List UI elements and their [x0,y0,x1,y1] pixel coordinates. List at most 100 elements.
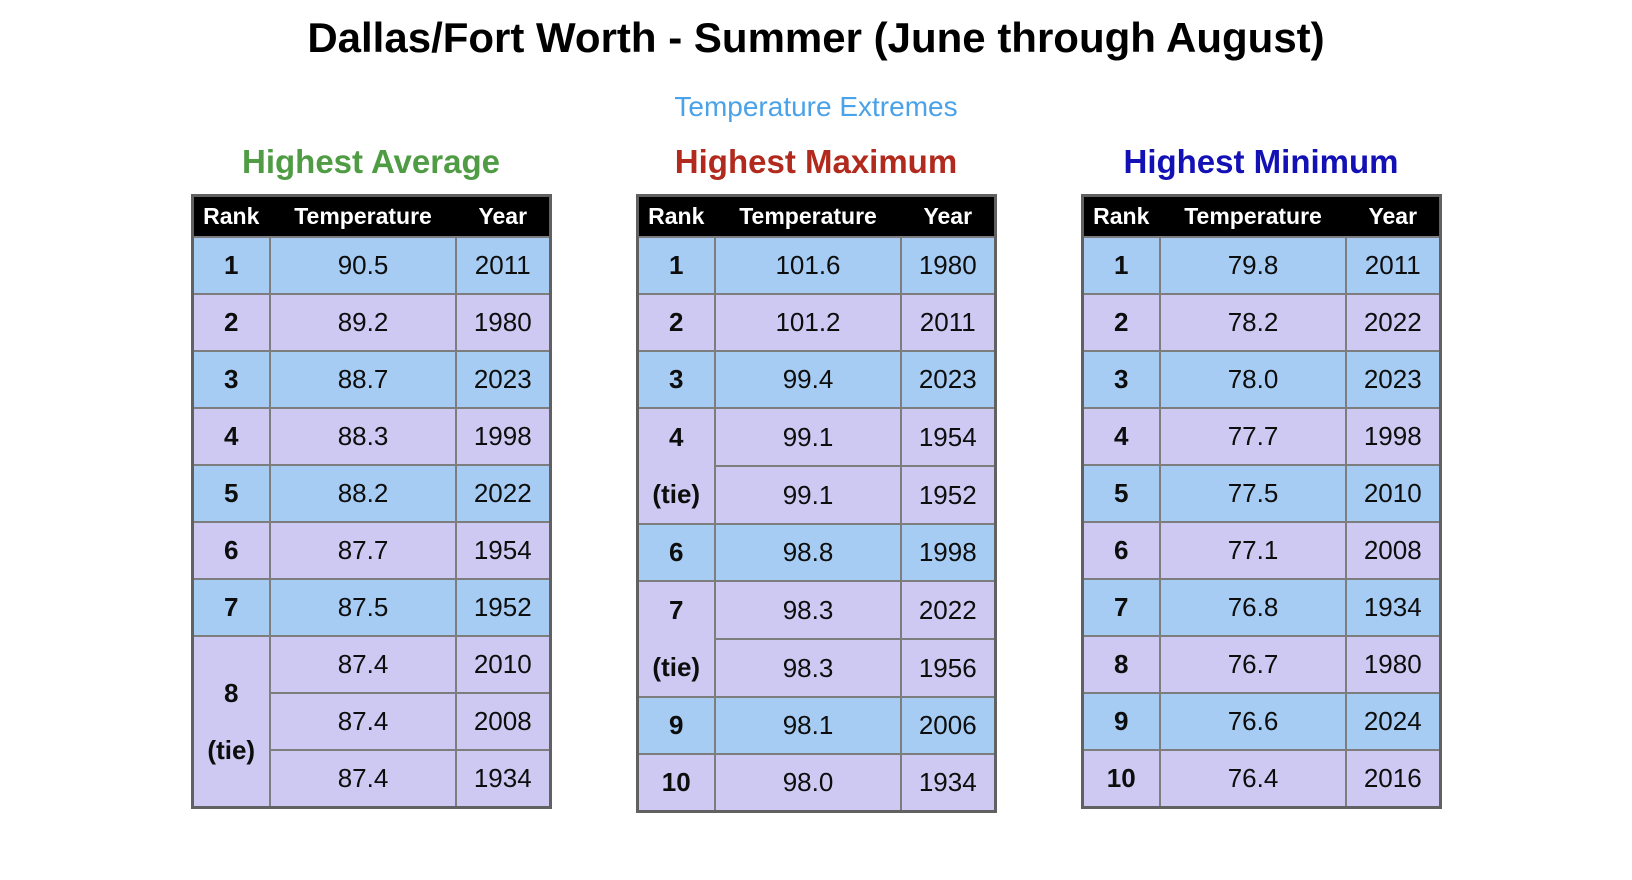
year-cell: 1998 [900,523,996,583]
year-cell: 1980 [455,293,551,353]
temp-cell: 99.4 [714,350,902,410]
table-row: 4 88.3 1998 [191,407,551,467]
table-row: 98.3 1956 [637,638,996,699]
rank-cell: 7 [191,578,271,638]
year-cell: 2022 [1345,293,1441,353]
tie-label: (tie) [652,479,701,510]
table-row: 3 78.0 2023 [1081,350,1441,410]
year-cell: 2011 [1345,236,1441,296]
rank-cell: 2 [636,293,716,353]
temp-cell: 99.1 [714,407,902,468]
table-row: 1 90.5 2011 [191,236,551,296]
temp-cell: 98.1 [714,696,902,756]
table-row: 3 88.7 2023 [191,350,551,410]
table-group-highest-maximum: Highest Maximum Rank Temperature Year 1 … [635,143,997,814]
records-table-highest-minimum: Rank Temperature Year 1 79.8 2011 2 78.2… [1080,194,1442,810]
table-row: 4 77.7 1998 [1081,407,1441,467]
table-row: 2 89.2 1980 [191,293,551,353]
temp-cell: 88.2 [269,464,457,524]
year-cell: 1956 [900,638,996,699]
column-header-rank: Rank [1081,194,1161,239]
tie-rank-cell: 7 (tie) [636,580,716,699]
table-row: 6 77.1 2008 [1081,521,1441,581]
table-row: 10 98.0 1934 [636,753,996,813]
table-row: 87.4 2008 [192,692,551,752]
temp-cell: 98.0 [714,753,902,813]
year-cell: 2011 [900,293,996,353]
temp-cell: 98.8 [714,523,902,583]
table-row: 8 (tie) 87.4 2010 [191,635,551,809]
column-header-temperature: Temperature [714,194,902,239]
table-row: 99.1 1952 [637,465,996,526]
rank-cell: 10 [1081,749,1161,809]
temp-cell: 87.4 [269,749,457,809]
table-row: 3 99.4 2023 [636,350,996,410]
table-group-highest-average: Highest Average Rank Temperature Year 1 … [190,143,552,810]
year-cell: 2010 [455,635,551,695]
rank-cell: 9 [636,696,716,756]
temp-cell: 76.4 [1159,749,1347,809]
table-row: 9 76.6 2024 [1081,692,1441,752]
rank-cell: 2 [191,293,271,353]
tie-rank-number: 4 [669,422,684,453]
temp-cell: 76.7 [1159,635,1347,695]
table-row: 6 87.7 1954 [191,521,551,581]
rank-cell: 10 [636,753,716,813]
table-row: 6 98.8 1998 [636,523,996,583]
temp-cell: 87.4 [269,635,457,695]
rank-cell: 3 [1081,350,1161,410]
year-cell: 1934 [900,753,996,813]
temp-cell: 77.7 [1159,407,1347,467]
year-cell: 2016 [1345,749,1441,809]
rank-cell: 3 [636,350,716,410]
year-cell: 2022 [900,580,996,641]
table-row: 2 101.2 2011 [636,293,996,353]
year-cell: 2011 [455,236,551,296]
temp-cell: 98.3 [714,638,902,699]
table-row: 1 79.8 2011 [1081,236,1441,296]
temp-cell: 76.8 [1159,578,1347,638]
temp-cell: 77.5 [1159,464,1347,524]
table-row: 5 77.5 2010 [1081,464,1441,524]
header-row: Rank Temperature Year [636,194,996,239]
temp-cell: 76.6 [1159,692,1347,752]
rank-cell: 6 [636,523,716,583]
year-cell: 2022 [455,464,551,524]
rank-cell: 6 [191,521,271,581]
year-cell: 2010 [1345,464,1441,524]
temp-cell: 78.0 [1159,350,1347,410]
temp-cell: 77.1 [1159,521,1347,581]
year-cell: 1998 [455,407,551,467]
tables-row: Highest Average Rank Temperature Year 1 … [0,143,1632,814]
temp-cell: 99.1 [714,465,902,526]
year-cell: 1954 [900,407,996,468]
rank-cell: 1 [191,236,271,296]
temp-cell: 87.5 [269,578,457,638]
temp-cell: 79.8 [1159,236,1347,296]
column-header-rank: Rank [191,194,271,239]
page-title: Dallas/Fort Worth - Summer (June through… [307,14,1325,61]
temp-cell: 101.2 [714,293,902,353]
column-header-year: Year [1345,194,1441,239]
year-cell: 2006 [900,696,996,756]
temp-cell: 78.2 [1159,293,1347,353]
rank-cell: 5 [1081,464,1161,524]
rank-cell: 1 [1081,236,1161,296]
rank-cell: 7 [1081,578,1161,638]
records-table-highest-maximum: Rank Temperature Year 1 101.6 1980 2 101… [635,194,997,814]
year-cell: 2008 [1345,521,1441,581]
table-row: 1 101.6 1980 [636,236,996,296]
table-title-highest-average: Highest Average [242,143,500,181]
table-row: 8 76.7 1980 [1081,635,1441,695]
rank-cell: 5 [191,464,271,524]
temp-cell: 87.4 [269,692,457,752]
year-cell: 2008 [455,692,551,752]
temp-cell: 98.3 [714,580,902,641]
year-cell: 1934 [455,749,551,809]
year-cell: 1954 [455,521,551,581]
table-row: 9 98.1 2006 [636,696,996,756]
table-title-highest-minimum: Highest Minimum [1123,143,1399,181]
year-cell: 1980 [1345,635,1441,695]
records-table-highest-average: Rank Temperature Year 1 90.5 2011 2 89.2… [190,194,552,810]
